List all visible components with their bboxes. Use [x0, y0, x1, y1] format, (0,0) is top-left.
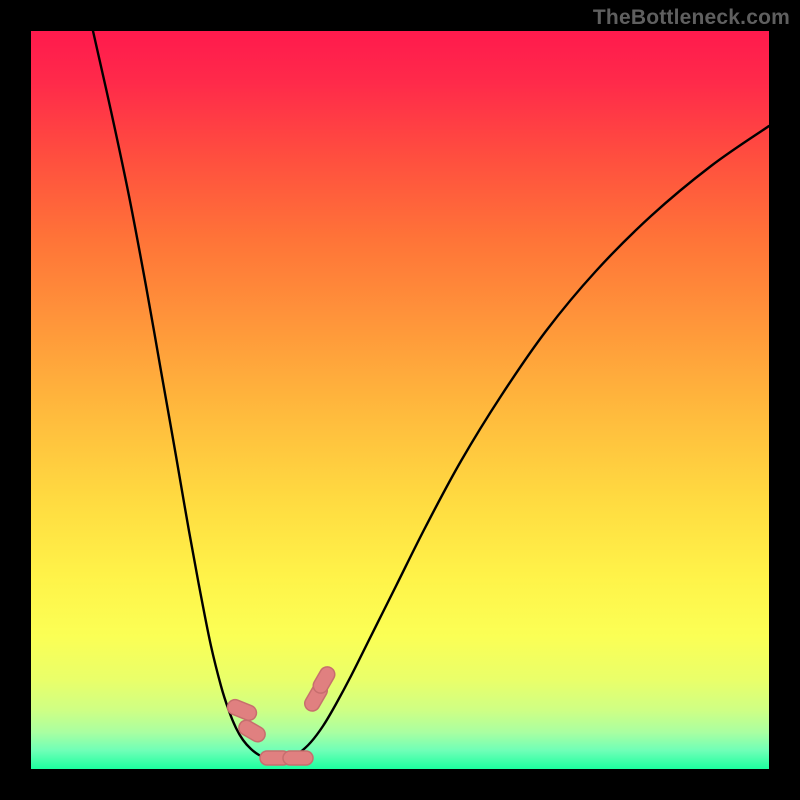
watermark-text: TheBottleneck.com	[593, 6, 790, 30]
gradient-background	[31, 31, 769, 769]
plot-area	[31, 31, 769, 769]
chart-frame: TheBottleneck.com	[0, 0, 800, 800]
